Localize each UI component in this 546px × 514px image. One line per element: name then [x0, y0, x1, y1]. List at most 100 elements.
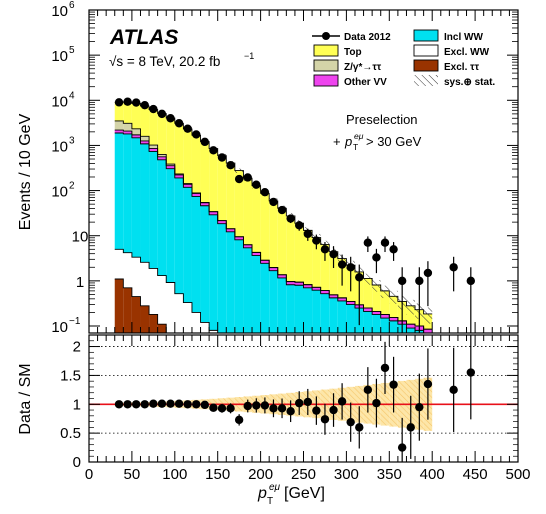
ratio-point	[260, 397, 270, 414]
marker	[243, 173, 252, 182]
bar	[149, 268, 158, 315]
ratio-points	[114, 335, 476, 462]
bar	[131, 257, 141, 297]
legend-label: Other VV	[344, 77, 387, 88]
y-tick-label: 1	[73, 396, 81, 413]
marker	[312, 236, 321, 245]
marker	[363, 238, 373, 247]
ratio-point	[329, 393, 338, 427]
ratio-point	[320, 403, 330, 435]
x-axis-label-var: p	[257, 485, 267, 502]
bar	[243, 178, 253, 245]
ratio-point	[380, 341, 390, 394]
legend-swatch	[313, 74, 339, 87]
experiment-label: ATLAS	[109, 26, 178, 49]
marker	[114, 400, 124, 409]
x-tick-label: 100	[162, 466, 187, 483]
energy-label-sup: −1	[244, 51, 254, 61]
x-tick-label: 250	[291, 466, 316, 483]
data-point	[295, 221, 304, 231]
region-label-line1: Preselection	[346, 112, 418, 127]
uncertainty-bin	[380, 285, 390, 299]
region-label-var: p	[344, 134, 352, 149]
marker	[260, 401, 270, 410]
uncertainty-bin	[363, 273, 373, 285]
marker	[174, 399, 184, 408]
ratio-panel: 0 0.5 1 1.5 2 0 50 100 150 200 250 300 350 400 450 500	[60, 334, 531, 483]
legend-swatch	[413, 59, 439, 72]
bar	[337, 300, 347, 333]
marker	[209, 403, 218, 412]
bar	[294, 223, 304, 283]
y-axis-label-bottom: Data / SM	[17, 363, 34, 434]
bar	[406, 324, 416, 329]
uncertainty-bin	[372, 280, 381, 292]
series-excl-	[114, 278, 167, 333]
data-point	[183, 124, 192, 133]
bar	[166, 168, 175, 283]
marker	[209, 146, 218, 155]
bar	[380, 314, 390, 319]
data-point	[389, 242, 398, 261]
marker	[269, 404, 278, 413]
marker	[192, 400, 201, 409]
marker	[449, 385, 458, 395]
bar	[312, 237, 321, 288]
ratio-point	[209, 403, 218, 412]
region-label-line2: + p eμ T > 30 GeV	[333, 131, 422, 152]
legend-marker	[322, 32, 330, 40]
uncertainty-bin	[389, 290, 398, 304]
ratio-point	[174, 399, 184, 408]
legend-item: Incl WW	[413, 29, 483, 43]
data-point	[114, 98, 124, 107]
marker	[355, 423, 364, 432]
ratio-point	[355, 406, 364, 449]
data-point	[226, 160, 235, 170]
x-tick-label: 50	[124, 466, 141, 483]
y-tick-label: 1.5	[60, 367, 81, 384]
data-point	[320, 242, 330, 261]
region-label-suffix: > 30 GeV	[366, 134, 422, 149]
bar	[140, 136, 150, 141]
marker	[337, 397, 347, 406]
ratio-point	[140, 400, 149, 409]
bar	[166, 118, 175, 165]
bar	[312, 290, 321, 333]
uncertainty-bin	[234, 168, 244, 173]
y-tick-label: 10	[51, 3, 68, 20]
region-label-sup: eμ	[354, 131, 364, 141]
ratio-point	[337, 383, 347, 420]
data-point	[337, 254, 347, 286]
bar	[149, 109, 158, 146]
legend-item: Excl. WW	[413, 44, 490, 58]
bar	[252, 255, 261, 333]
marker	[329, 405, 338, 415]
bar	[372, 314, 381, 333]
ratio-point	[295, 391, 304, 416]
bar	[406, 328, 416, 333]
legend-swatch	[313, 59, 339, 72]
ratio-point	[286, 400, 295, 423]
bar	[234, 236, 244, 240]
bar	[123, 123, 132, 132]
data-point	[449, 256, 458, 292]
bar	[200, 205, 210, 323]
bar	[131, 128, 141, 135]
marker	[415, 276, 424, 286]
ratio-point	[131, 400, 141, 409]
marker	[466, 368, 476, 377]
ratio-point	[363, 367, 373, 413]
marker	[123, 97, 132, 106]
marker	[277, 404, 287, 413]
x-tick-label: 450	[463, 466, 488, 483]
data-point	[157, 109, 167, 119]
bar	[131, 296, 141, 333]
legend-item: Other VV	[313, 74, 387, 88]
ratio-point	[114, 400, 124, 409]
marker	[217, 404, 227, 413]
marker	[397, 443, 407, 452]
series-incl-ww	[114, 133, 424, 333]
data-point	[131, 98, 141, 107]
bar	[243, 244, 253, 248]
